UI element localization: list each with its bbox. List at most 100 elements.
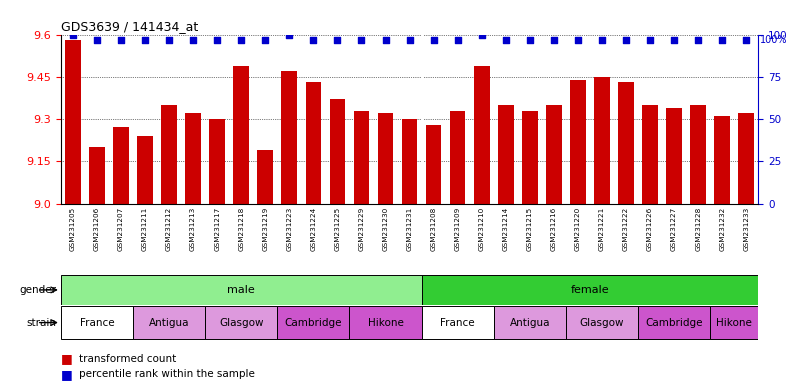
Bar bbox=[185, 113, 201, 204]
Text: GSM231232: GSM231232 bbox=[719, 207, 725, 252]
Text: GSM231229: GSM231229 bbox=[358, 207, 364, 252]
Text: percentile rank within the sample: percentile rank within the sample bbox=[79, 369, 255, 379]
Text: Antigua: Antigua bbox=[148, 318, 189, 328]
Bar bbox=[570, 79, 586, 204]
Bar bbox=[474, 66, 490, 204]
Text: Antigua: Antigua bbox=[509, 318, 550, 328]
Text: Glasgow: Glasgow bbox=[219, 318, 264, 328]
Text: ■: ■ bbox=[61, 353, 72, 366]
Text: GSM231211: GSM231211 bbox=[142, 207, 148, 252]
Bar bbox=[618, 83, 634, 204]
Point bbox=[379, 36, 392, 43]
Text: GSM231230: GSM231230 bbox=[383, 207, 388, 252]
Bar bbox=[498, 105, 513, 204]
Point bbox=[67, 31, 79, 38]
Point bbox=[740, 36, 753, 43]
Text: GSM231219: GSM231219 bbox=[262, 207, 268, 252]
Bar bbox=[638, 306, 710, 339]
Bar bbox=[61, 306, 133, 339]
Bar bbox=[690, 105, 706, 204]
Point bbox=[523, 36, 536, 43]
Point bbox=[427, 36, 440, 43]
Bar bbox=[329, 99, 345, 204]
Point bbox=[667, 36, 680, 43]
Bar bbox=[594, 77, 610, 204]
Text: GSM231206: GSM231206 bbox=[94, 207, 100, 252]
Text: GSM231220: GSM231220 bbox=[575, 207, 581, 252]
Point bbox=[162, 36, 175, 43]
Bar bbox=[426, 125, 441, 204]
Text: GSM231207: GSM231207 bbox=[118, 207, 124, 252]
Point bbox=[90, 36, 103, 43]
Bar bbox=[642, 105, 658, 204]
Text: strain: strain bbox=[27, 318, 57, 328]
Point bbox=[234, 36, 247, 43]
Text: Glasgow: Glasgow bbox=[580, 318, 624, 328]
Bar bbox=[209, 119, 225, 204]
Text: France: France bbox=[440, 318, 475, 328]
Point bbox=[331, 36, 344, 43]
Bar bbox=[306, 83, 321, 204]
Text: GSM231215: GSM231215 bbox=[527, 207, 533, 252]
Text: GSM231221: GSM231221 bbox=[599, 207, 605, 252]
Text: GSM231228: GSM231228 bbox=[695, 207, 702, 252]
Bar bbox=[710, 306, 758, 339]
Point bbox=[692, 36, 705, 43]
Point bbox=[139, 36, 152, 43]
Bar bbox=[450, 111, 466, 204]
Bar bbox=[566, 306, 638, 339]
Text: GSM231214: GSM231214 bbox=[503, 207, 508, 252]
Point bbox=[114, 36, 127, 43]
Text: Hikone: Hikone bbox=[716, 318, 752, 328]
Text: GSM231223: GSM231223 bbox=[286, 207, 292, 252]
Bar bbox=[422, 275, 758, 305]
Bar bbox=[422, 306, 494, 339]
Bar bbox=[354, 111, 369, 204]
Text: GSM231224: GSM231224 bbox=[311, 207, 316, 252]
Bar bbox=[401, 119, 418, 204]
Bar bbox=[137, 136, 152, 204]
Text: GSM231233: GSM231233 bbox=[743, 207, 749, 252]
Bar bbox=[522, 111, 538, 204]
Point bbox=[211, 36, 224, 43]
Bar bbox=[205, 306, 277, 339]
Text: GSM231205: GSM231205 bbox=[70, 207, 76, 252]
Text: GSM231226: GSM231226 bbox=[647, 207, 653, 252]
Text: transformed count: transformed count bbox=[79, 354, 176, 364]
Bar bbox=[546, 105, 562, 204]
Text: GSM231212: GSM231212 bbox=[166, 207, 172, 252]
Text: GSM231217: GSM231217 bbox=[214, 207, 220, 252]
Point bbox=[187, 36, 200, 43]
Bar bbox=[378, 113, 393, 204]
Point bbox=[500, 36, 513, 43]
Text: Cambridge: Cambridge bbox=[646, 318, 703, 328]
Bar bbox=[494, 306, 566, 339]
Text: ■: ■ bbox=[61, 368, 72, 381]
Point bbox=[403, 36, 416, 43]
Point bbox=[307, 36, 320, 43]
Bar bbox=[133, 306, 205, 339]
Bar bbox=[234, 66, 249, 204]
Point bbox=[475, 31, 488, 38]
Text: female: female bbox=[571, 285, 609, 295]
Text: GSM231225: GSM231225 bbox=[334, 207, 341, 252]
Bar bbox=[667, 108, 682, 204]
Text: 100%: 100% bbox=[760, 35, 787, 45]
Bar bbox=[277, 306, 350, 339]
Point bbox=[572, 36, 585, 43]
Text: France: France bbox=[79, 318, 114, 328]
Bar bbox=[714, 116, 730, 204]
Bar bbox=[739, 113, 754, 204]
Text: GSM231231: GSM231231 bbox=[406, 207, 413, 252]
Text: GDS3639 / 141434_at: GDS3639 / 141434_at bbox=[61, 20, 198, 33]
Text: GSM231208: GSM231208 bbox=[431, 207, 436, 252]
Bar bbox=[350, 306, 422, 339]
Point bbox=[547, 36, 560, 43]
Text: GSM231216: GSM231216 bbox=[551, 207, 557, 252]
Text: Hikone: Hikone bbox=[367, 318, 403, 328]
Point bbox=[283, 31, 296, 38]
Point bbox=[644, 36, 657, 43]
Bar bbox=[65, 40, 80, 204]
Text: male: male bbox=[227, 285, 255, 295]
Bar bbox=[114, 127, 129, 204]
